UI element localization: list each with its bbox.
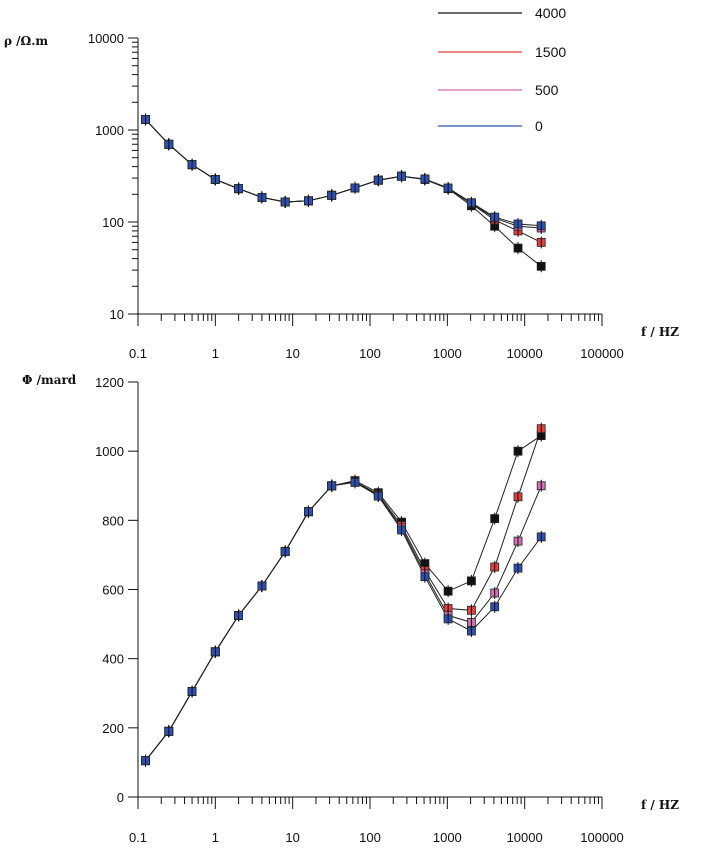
x-tick-label: 1	[212, 346, 219, 361]
y-tick-label: 800	[102, 513, 124, 528]
y-tick-label: 200	[102, 721, 124, 736]
resistivity-chart: 0.1 1 10 100 1000 10000 100000 10 100 1000 10000 ρ …	[4, 31, 679, 361]
x-tick-label: 1000	[433, 346, 462, 361]
x-tick-label: 100	[359, 830, 381, 845]
x-tick-label: 10000	[507, 830, 543, 845]
series-line-0	[145, 481, 542, 762]
chart-legend: 4000 1500 500 0	[438, 5, 566, 134]
x-tick-label: 0.1	[129, 830, 147, 845]
legend-label-0: 0	[535, 118, 543, 134]
y-tick-label: 1200	[95, 375, 124, 390]
series-line-4000	[145, 119, 542, 267]
y-tick-label: 1000	[95, 444, 124, 459]
x-tick-label: 10	[285, 830, 299, 845]
y-axis-title: ρ /Ω.m	[4, 34, 48, 48]
series-line-500	[145, 119, 542, 229]
series-line-500	[145, 481, 542, 762]
x-tick-label: 100000	[580, 830, 623, 845]
x-tick-label: 0.1	[129, 346, 147, 361]
x-tick-label: 100	[359, 346, 381, 361]
y-tick-label: 10000	[88, 31, 124, 46]
x-tick-label: 10	[285, 346, 299, 361]
legend-label-1500: 1500	[535, 44, 566, 60]
legend-label-500: 500	[535, 82, 559, 98]
x-axis-title: f / HZ	[641, 798, 679, 812]
y-axis-title: Φ /mard	[22, 373, 77, 387]
y-tick-label: 0	[117, 790, 124, 805]
x-tick-label: 1000	[433, 830, 462, 845]
y-tick-label: 100	[102, 215, 124, 230]
y-tick-label: 1000	[95, 123, 124, 138]
legend-label-4000: 4000	[535, 5, 566, 21]
y-tick-label: 600	[102, 583, 124, 598]
x-tick-label: 10000	[507, 346, 543, 361]
y-tick-label: 10	[110, 307, 124, 322]
series-line-1500	[145, 119, 542, 243]
x-tick-label: 100000	[580, 346, 623, 361]
series-line-1500	[145, 428, 542, 762]
phase-chart: 0.1 1 10 100 1000 10000 100000 0 200 400 600 800 100…	[22, 373, 679, 845]
x-tick-label: 1	[212, 830, 219, 845]
y-tick-label: 400	[102, 652, 124, 667]
x-axis-title: f / HZ	[641, 325, 679, 339]
